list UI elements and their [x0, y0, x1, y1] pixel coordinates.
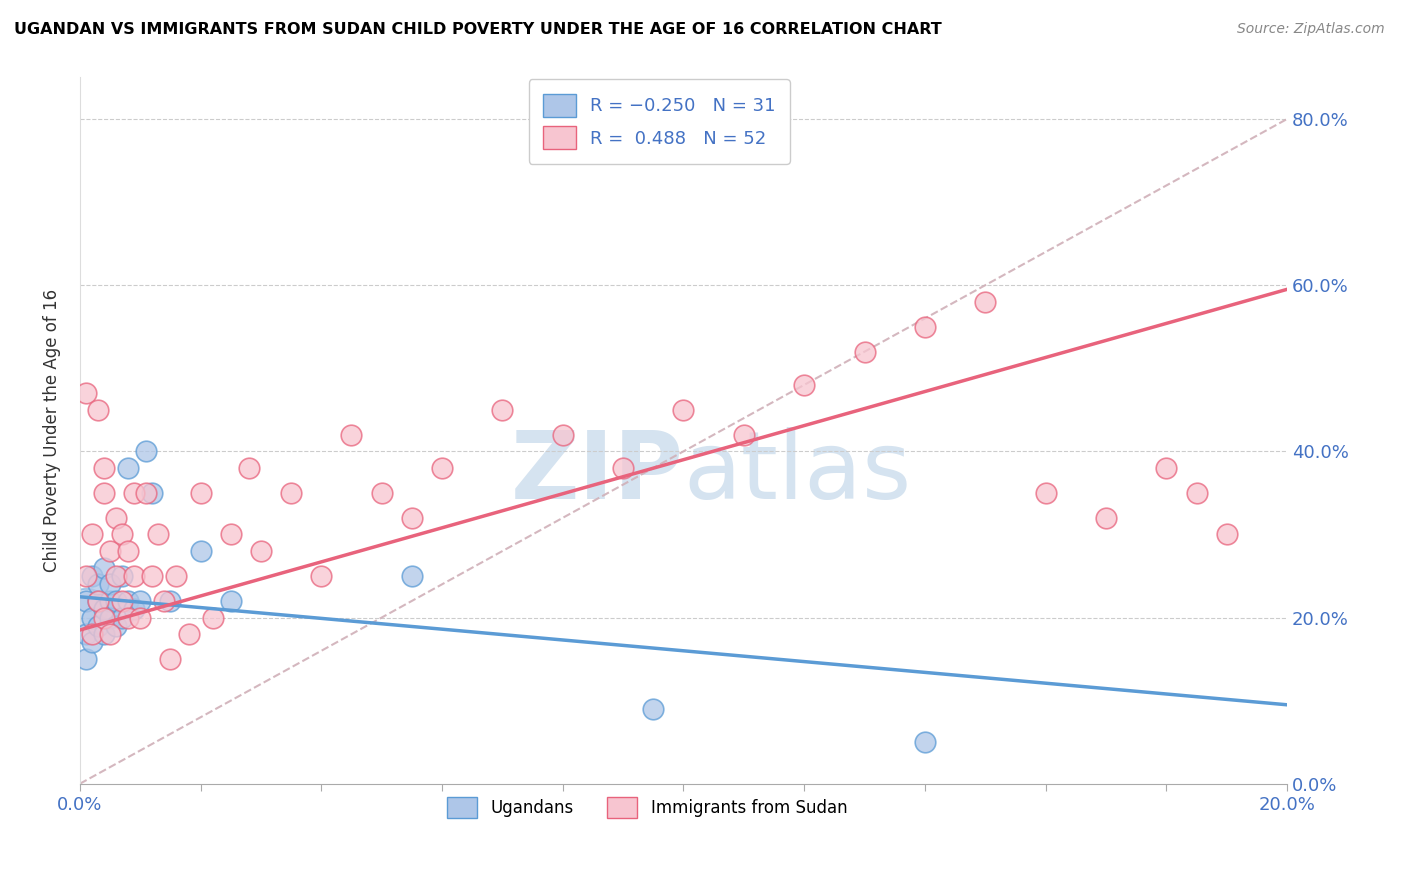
Point — [87, 402, 110, 417]
Point — [80, 527, 103, 541]
Point — [75, 627, 97, 641]
Point — [793, 377, 815, 392]
Point — [159, 652, 181, 666]
Point — [370, 486, 392, 500]
Point — [80, 610, 103, 624]
Point — [75, 569, 97, 583]
Point — [93, 486, 115, 500]
Point — [280, 486, 302, 500]
Point — [80, 569, 103, 583]
Point — [141, 569, 163, 583]
Point — [87, 577, 110, 591]
Point — [105, 511, 128, 525]
Point — [219, 527, 242, 541]
Point — [111, 527, 134, 541]
Point — [141, 486, 163, 500]
Point — [129, 610, 152, 624]
Point — [80, 627, 103, 641]
Point — [219, 594, 242, 608]
Point — [117, 461, 139, 475]
Point — [75, 386, 97, 401]
Point — [117, 544, 139, 558]
Point — [87, 594, 110, 608]
Point — [1185, 486, 1208, 500]
Point — [129, 594, 152, 608]
Point — [201, 610, 224, 624]
Point — [75, 602, 97, 616]
Point — [98, 610, 121, 624]
Point — [98, 577, 121, 591]
Point — [98, 544, 121, 558]
Text: ZIP: ZIP — [510, 427, 683, 519]
Point — [165, 569, 187, 583]
Point — [75, 652, 97, 666]
Point — [153, 594, 176, 608]
Point — [1095, 511, 1118, 525]
Point — [190, 544, 212, 558]
Point — [105, 619, 128, 633]
Point — [93, 560, 115, 574]
Point — [1035, 486, 1057, 500]
Point — [93, 610, 115, 624]
Point — [148, 527, 170, 541]
Point — [733, 427, 755, 442]
Point — [643, 702, 665, 716]
Point — [551, 427, 574, 442]
Point — [190, 486, 212, 500]
Point — [401, 511, 423, 525]
Point — [914, 319, 936, 334]
Point — [93, 461, 115, 475]
Point — [98, 627, 121, 641]
Point — [98, 594, 121, 608]
Point — [117, 594, 139, 608]
Point — [311, 569, 333, 583]
Point — [250, 544, 273, 558]
Point — [974, 294, 997, 309]
Point — [672, 402, 695, 417]
Point — [122, 486, 145, 500]
Point — [93, 602, 115, 616]
Point — [612, 461, 634, 475]
Text: Source: ZipAtlas.com: Source: ZipAtlas.com — [1237, 22, 1385, 37]
Point — [177, 627, 200, 641]
Text: UGANDAN VS IMMIGRANTS FROM SUDAN CHILD POVERTY UNDER THE AGE OF 16 CORRELATION C: UGANDAN VS IMMIGRANTS FROM SUDAN CHILD P… — [14, 22, 942, 37]
Y-axis label: Child Poverty Under the Age of 16: Child Poverty Under the Age of 16 — [44, 289, 60, 572]
Text: atlas: atlas — [683, 427, 911, 519]
Point — [159, 594, 181, 608]
Point — [853, 344, 876, 359]
Point — [105, 569, 128, 583]
Point — [135, 444, 157, 458]
Point — [430, 461, 453, 475]
Point — [111, 594, 134, 608]
Point — [80, 635, 103, 649]
Point — [111, 569, 134, 583]
Point — [93, 627, 115, 641]
Point — [491, 402, 513, 417]
Point — [87, 594, 110, 608]
Point — [117, 610, 139, 624]
Point — [401, 569, 423, 583]
Point — [914, 735, 936, 749]
Point — [135, 486, 157, 500]
Point — [238, 461, 260, 475]
Legend: Ugandans, Immigrants from Sudan: Ugandans, Immigrants from Sudan — [440, 790, 853, 825]
Point — [340, 427, 363, 442]
Point — [122, 602, 145, 616]
Point — [122, 569, 145, 583]
Point — [75, 594, 97, 608]
Point — [1215, 527, 1237, 541]
Point — [1156, 461, 1178, 475]
Point — [105, 594, 128, 608]
Point — [87, 619, 110, 633]
Point — [111, 610, 134, 624]
